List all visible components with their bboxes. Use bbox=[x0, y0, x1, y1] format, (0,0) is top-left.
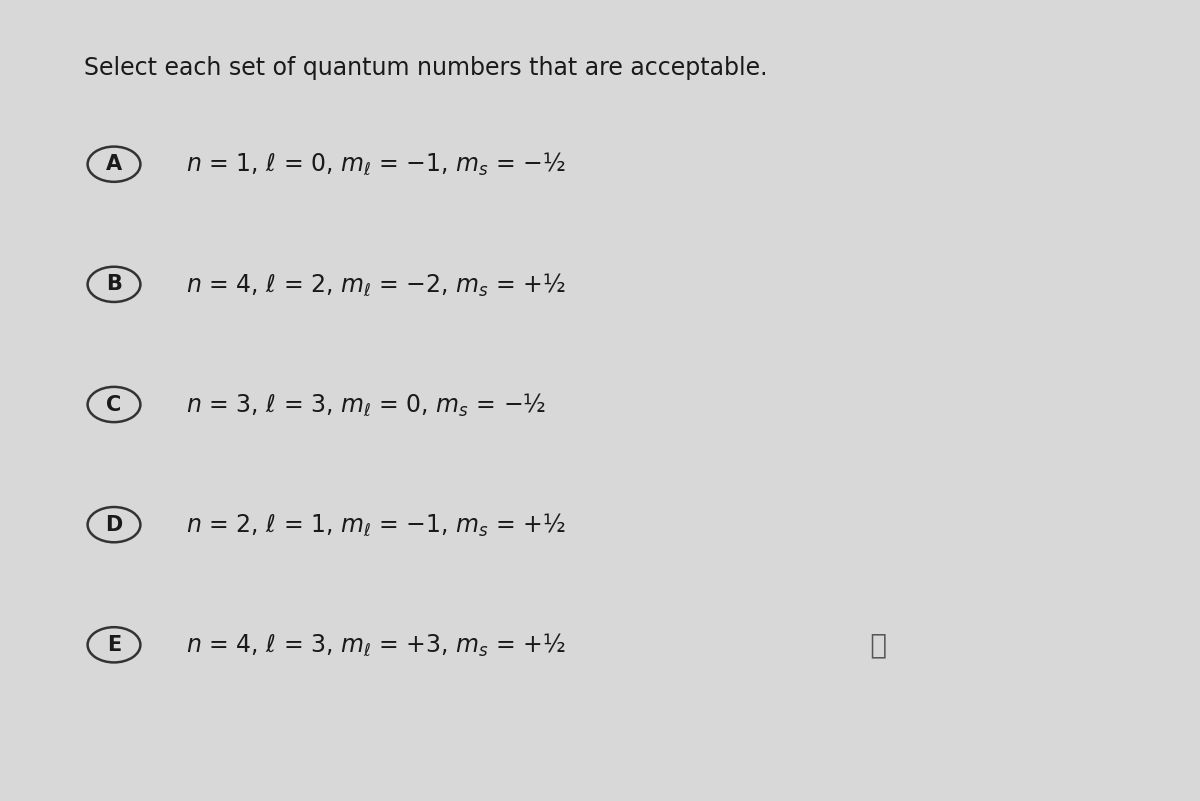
Circle shape bbox=[88, 267, 140, 302]
Text: 👆: 👆 bbox=[868, 631, 884, 658]
Circle shape bbox=[88, 507, 140, 542]
Text: A: A bbox=[106, 155, 122, 174]
Text: $n$ = 4, $\ell$ = 2, $m_\ell$ = −2, $m_s$ = +½: $n$ = 4, $\ell$ = 2, $m_\ell$ = −2, $m_s… bbox=[186, 271, 566, 298]
Circle shape bbox=[88, 147, 140, 182]
Text: $n$ = 1, $\ell$ = 0, $m_\ell$ = −1, $m_s$ = −½: $n$ = 1, $\ell$ = 0, $m_\ell$ = −1, $m_s… bbox=[186, 151, 566, 178]
Text: Select each set of quantum numbers that are acceptable.: Select each set of quantum numbers that … bbox=[84, 56, 768, 80]
Circle shape bbox=[88, 387, 140, 422]
Text: $n$ = 2, $\ell$ = 1, $m_\ell$ = −1, $m_s$ = +½: $n$ = 2, $\ell$ = 1, $m_\ell$ = −1, $m_s… bbox=[186, 511, 566, 538]
Text: B: B bbox=[106, 275, 122, 294]
Text: $n$ = 4, $\ell$ = 3, $m_\ell$ = +3, $m_s$ = +½: $n$ = 4, $\ell$ = 3, $m_\ell$ = +3, $m_s… bbox=[186, 631, 566, 658]
Text: D: D bbox=[106, 515, 122, 534]
Text: $n$ = 3, $\ell$ = 3, $m_\ell$ = 0, $m_s$ = −½: $n$ = 3, $\ell$ = 3, $m_\ell$ = 0, $m_s$… bbox=[186, 391, 546, 418]
Circle shape bbox=[88, 627, 140, 662]
Text: E: E bbox=[107, 635, 121, 654]
Text: C: C bbox=[107, 395, 121, 414]
